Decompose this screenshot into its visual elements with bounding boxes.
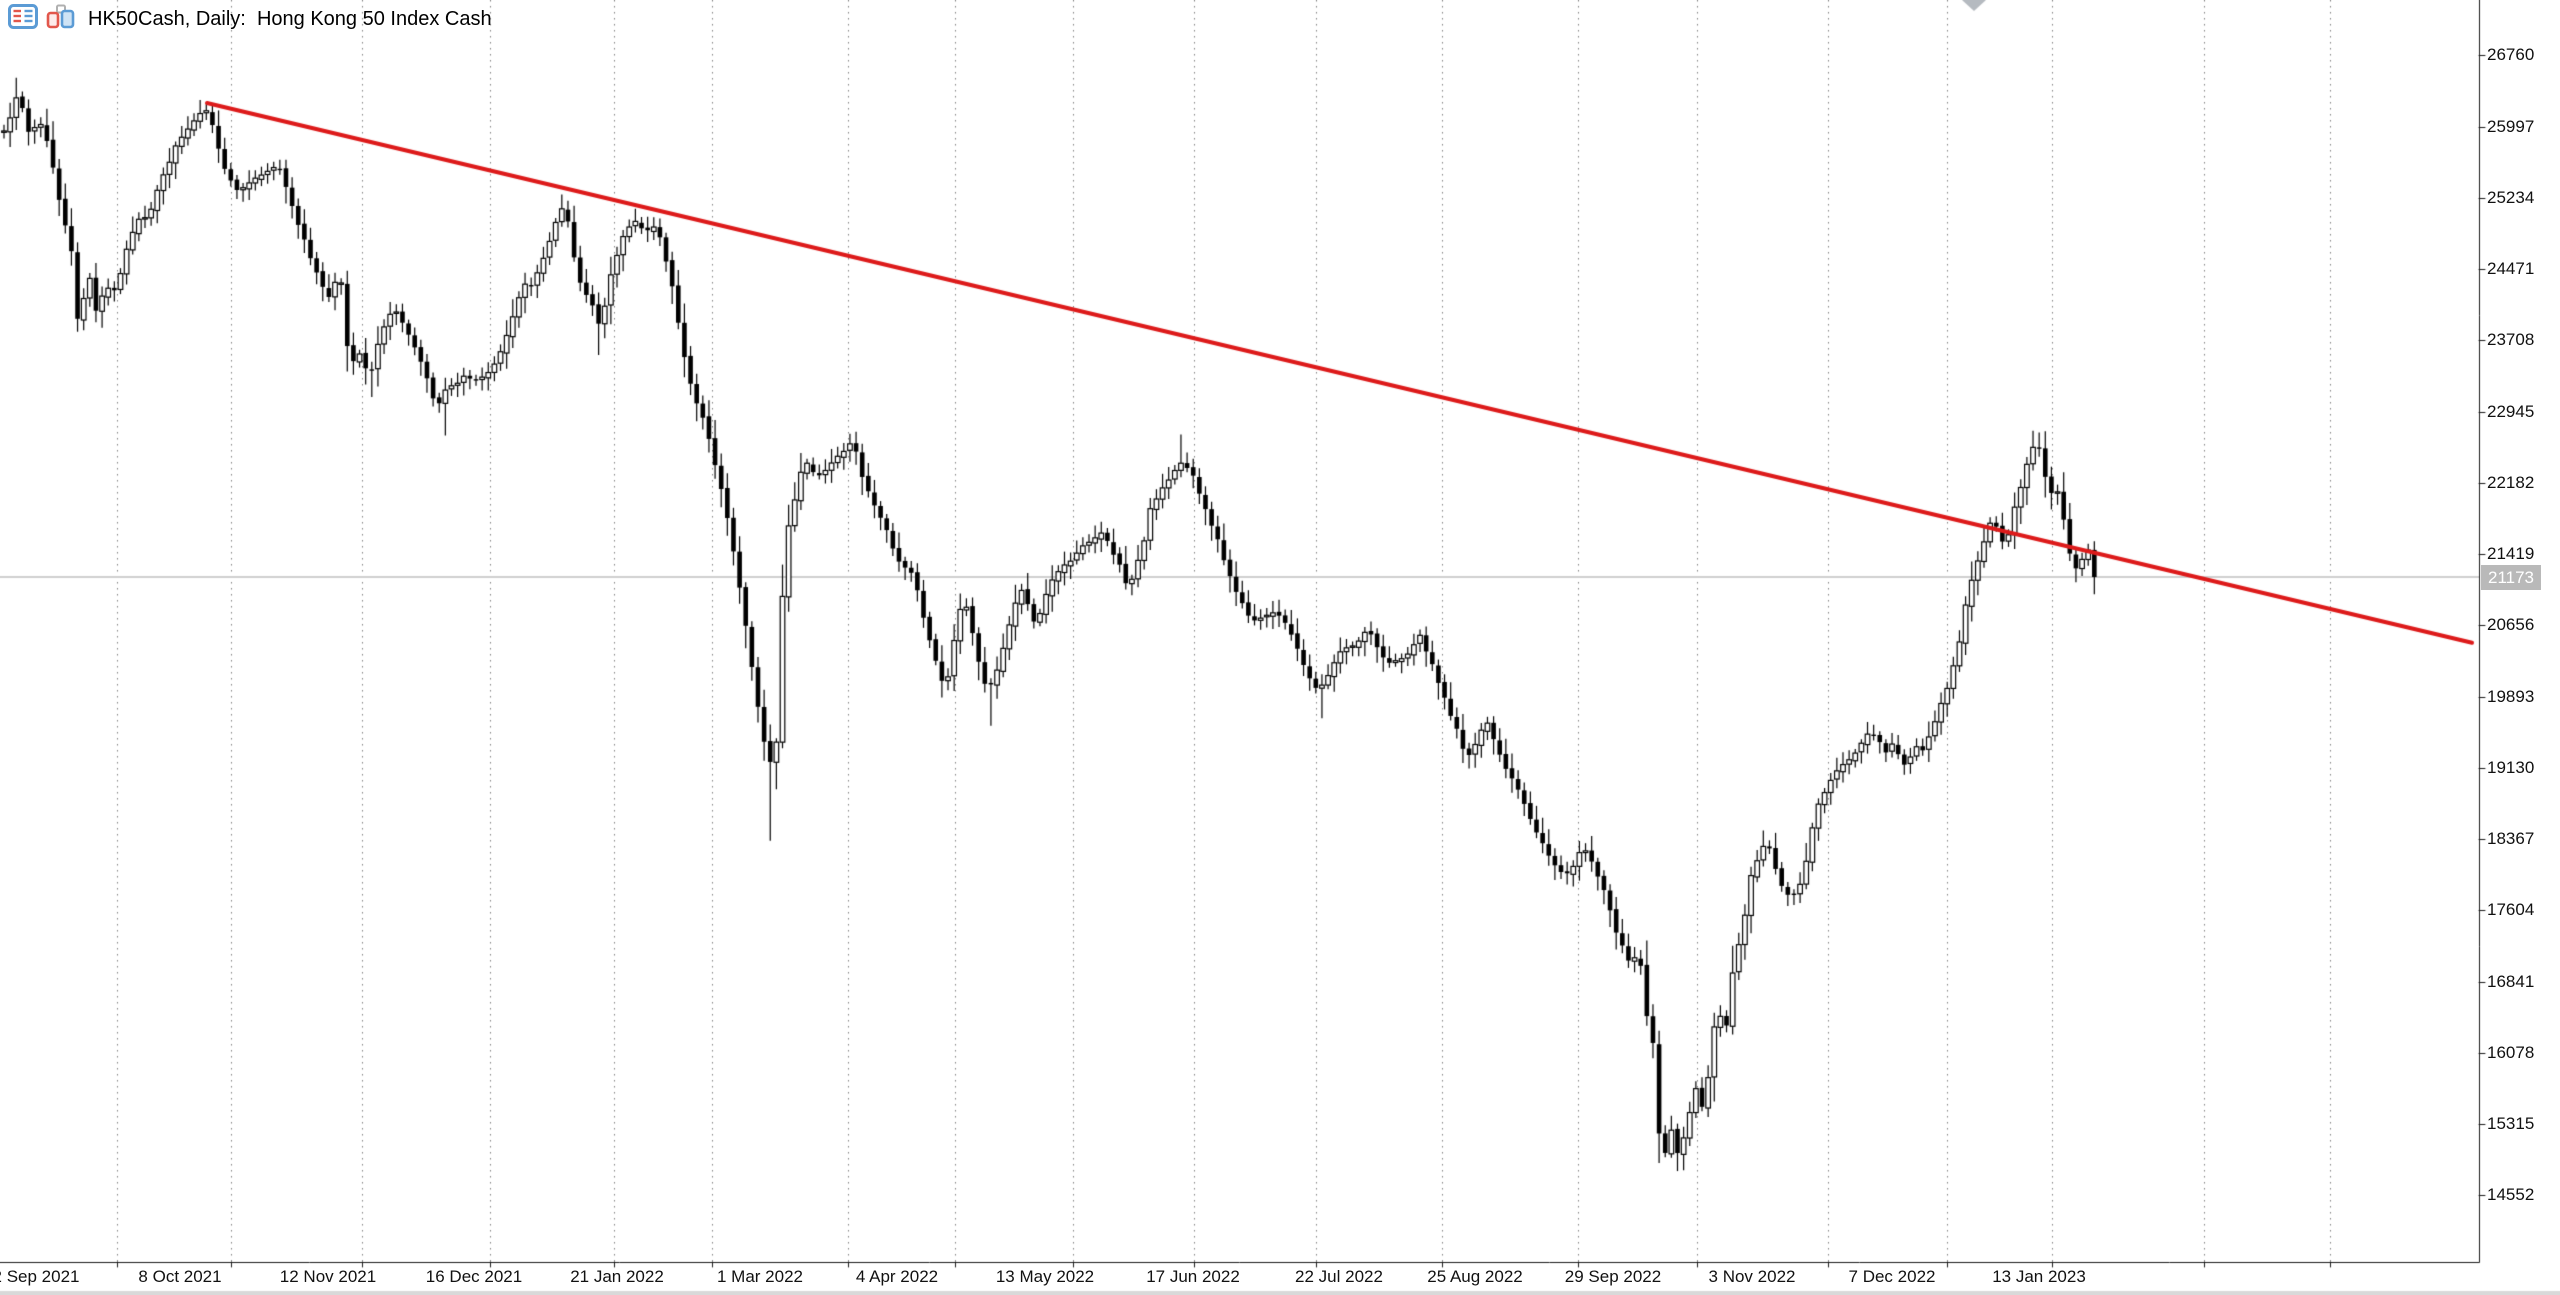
price-tick-label: 23708 <box>2487 330 2535 350</box>
chart-title-bar: HK50Cash, Daily: Hong Kong 50 Index Cash <box>8 4 492 34</box>
price-tick-label: 14552 <box>2487 1185 2535 1205</box>
price-tick-label: 21419 <box>2487 544 2535 564</box>
market-watch-icon <box>8 4 38 34</box>
price-tick-label: 17604 <box>2487 900 2535 920</box>
candlestick-chart-icon <box>46 4 76 34</box>
date-tick-label: 2 Sep 2021 <box>0 1267 80 1286</box>
price-tick-label: 25234 <box>2487 187 2535 207</box>
date-tick-label: 13 Jan 2023 <box>1992 1267 2086 1286</box>
date-tick-label: 17 Jun 2022 <box>1146 1267 1240 1286</box>
date-tick-label: 25 Aug 2022 <box>1427 1267 1523 1286</box>
price-tick-label: 25997 <box>2487 116 2535 136</box>
date-tick-label: 22 Jul 2022 <box>1295 1267 1383 1286</box>
date-tick-label: 4 Apr 2022 <box>855 1267 939 1286</box>
date-tick-label: 16 Dec 2021 <box>425 1267 523 1286</box>
date-tick-label: 3 Nov 2022 <box>1708 1267 1796 1286</box>
price-tick-label: 26760 <box>2487 45 2535 65</box>
price-tick-label: 16841 <box>2487 971 2535 991</box>
date-tick-label: 29 Sep 2022 <box>1564 1267 1662 1286</box>
price-tick-label: 22945 <box>2487 401 2535 421</box>
price-tick-label: 18367 <box>2487 829 2535 849</box>
current-price-badge: 21173 <box>2481 564 2541 590</box>
price-tick-label: 20656 <box>2487 615 2535 635</box>
date-tick-label: 7 Dec 2022 <box>1848 1267 1936 1286</box>
date-tick-label: 8 Oct 2021 <box>138 1267 222 1286</box>
price-tick-label: 19893 <box>2487 686 2535 706</box>
price-tick-label: 24471 <box>2487 259 2535 279</box>
price-tick-label: 15315 <box>2487 1114 2535 1134</box>
chart-title: HK50Cash, Daily: Hong Kong 50 Index Cash <box>88 7 492 30</box>
date-tick-label: 12 Nov 2021 <box>279 1267 377 1286</box>
price-tick-label: 16078 <box>2487 1042 2535 1062</box>
date-tick-label: 21 Jan 2022 <box>570 1267 664 1286</box>
price-tick-label: 22182 <box>2487 472 2535 492</box>
date-tick-label: 1 Mar 2022 <box>717 1267 803 1286</box>
date-tick-label: 13 May 2022 <box>995 1267 1095 1286</box>
price-tick-label: 19130 <box>2487 757 2535 777</box>
